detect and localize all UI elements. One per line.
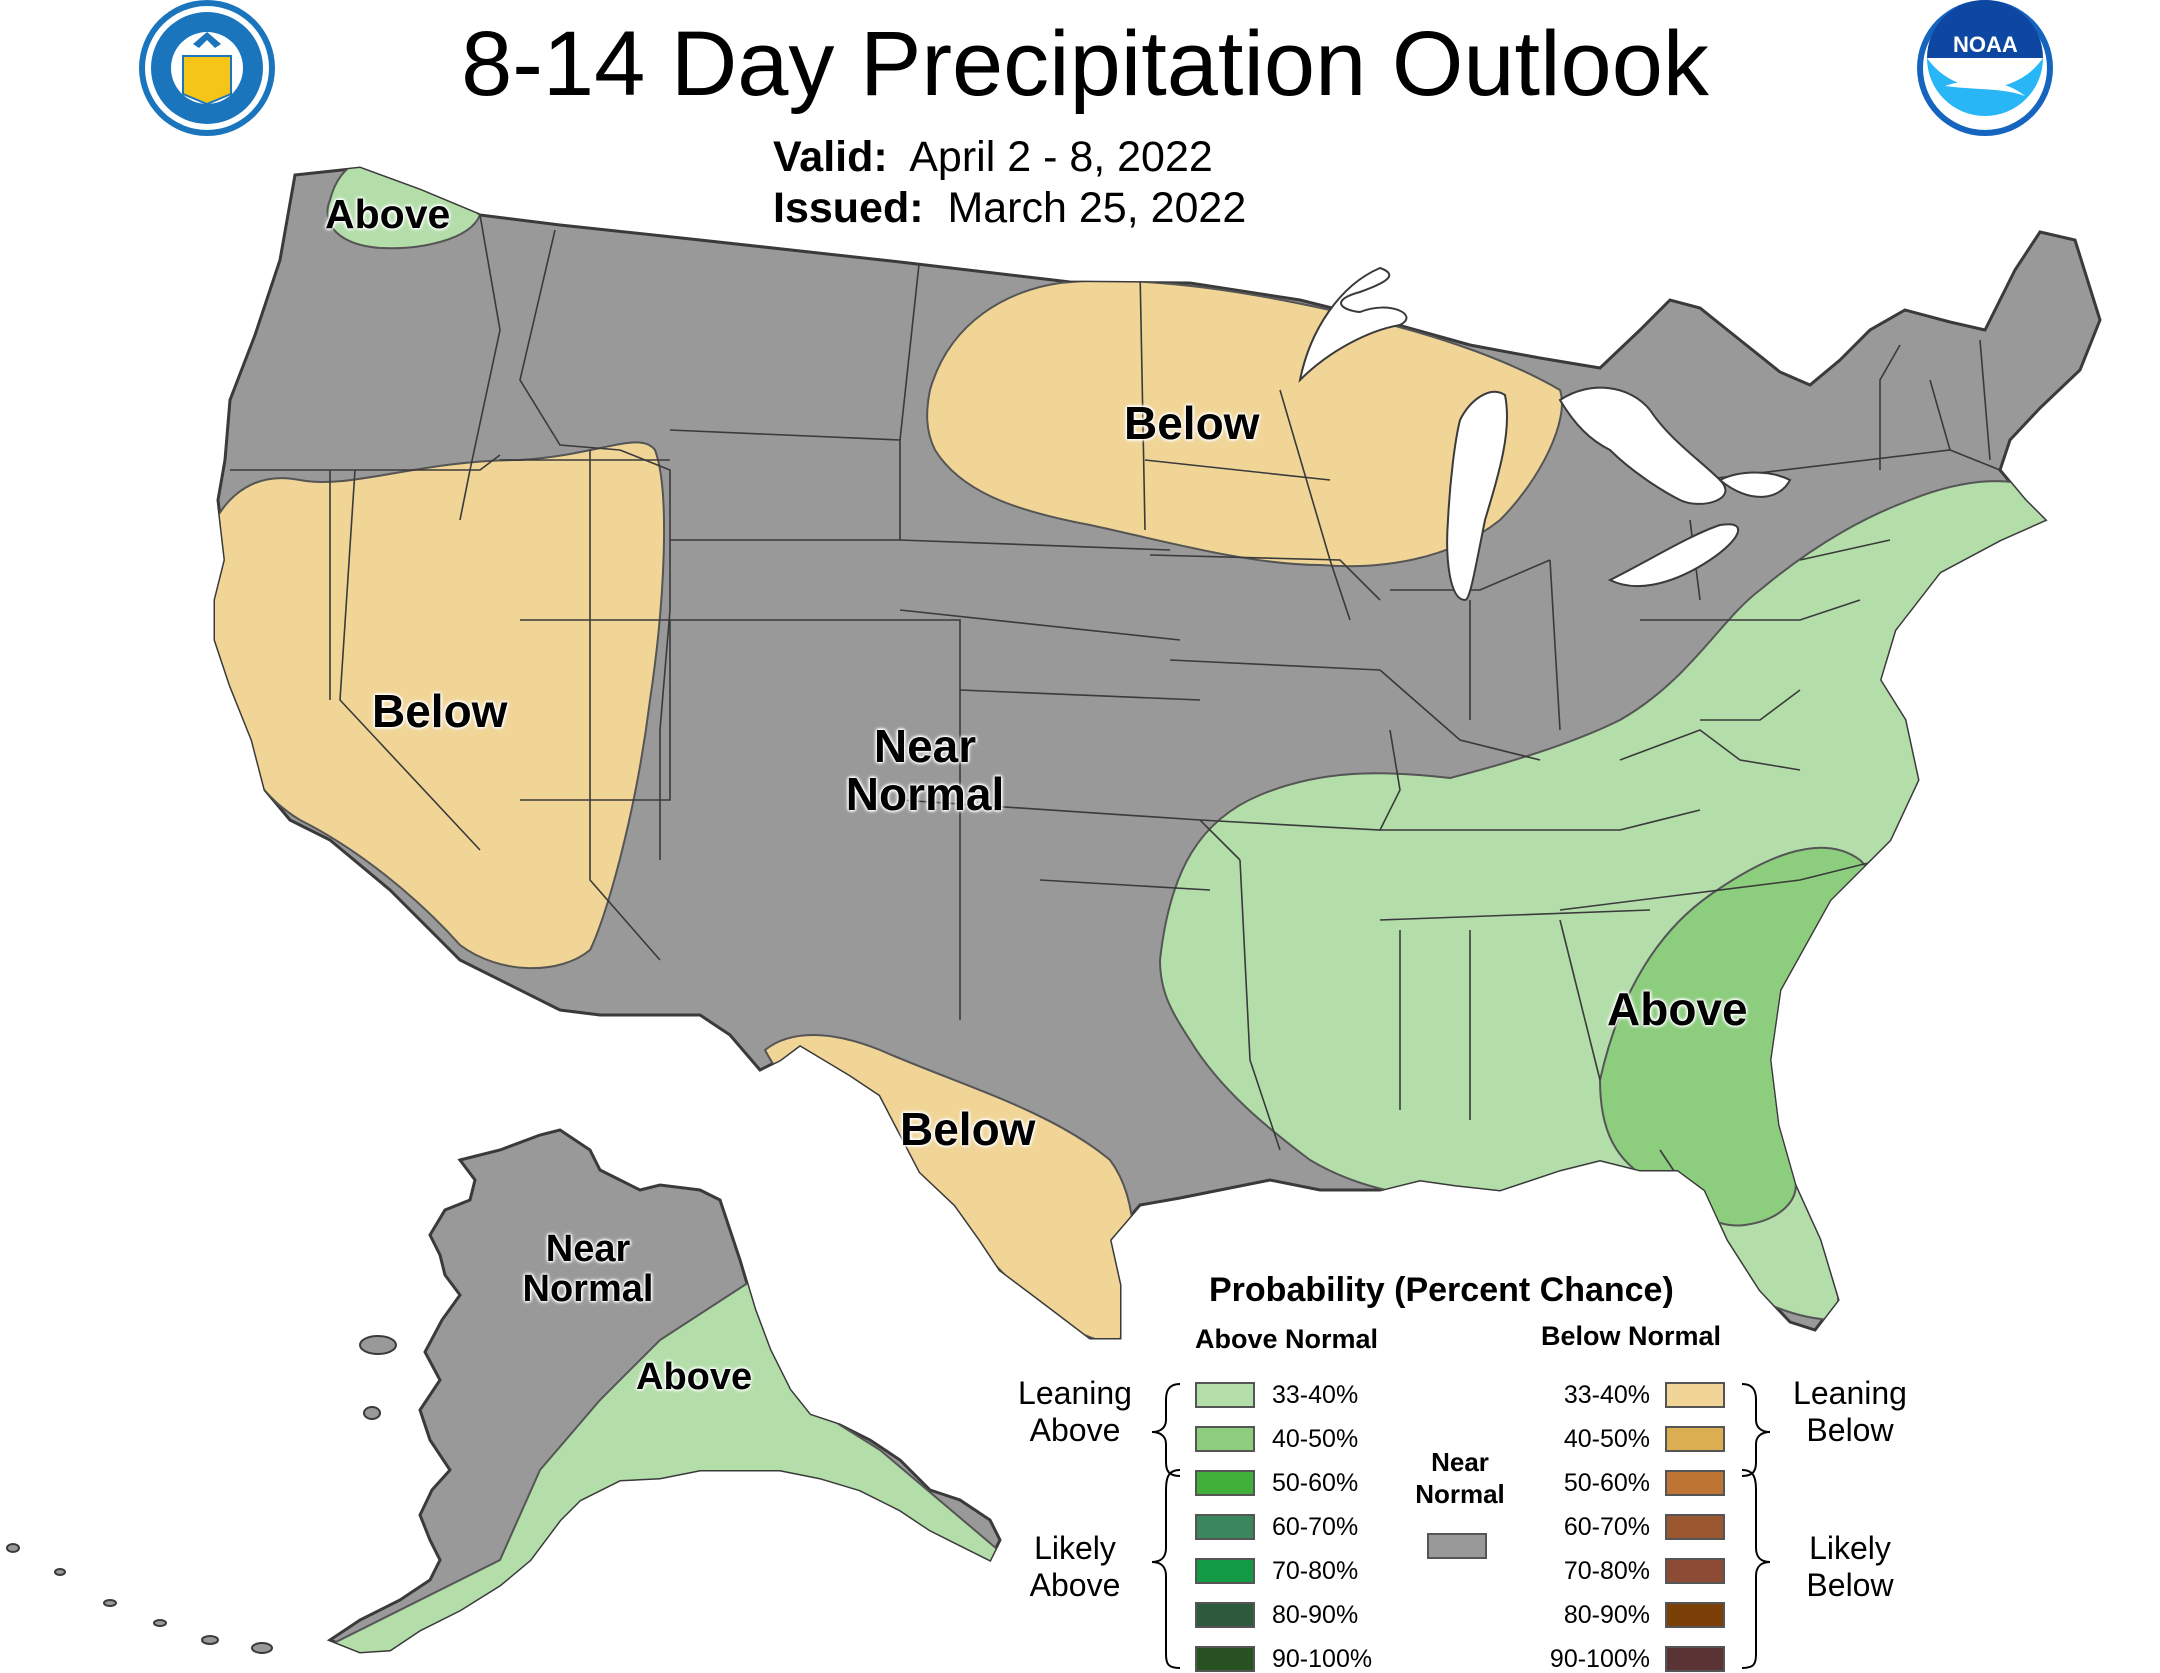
below-swatch-0 [1665,1382,1725,1408]
above-swatch-2 [1195,1470,1255,1496]
label-center-near-normal: Near Normal [845,720,1005,820]
issued-label: Issued: [773,184,924,232]
great-lakes [1298,266,1792,602]
legend-near-normal-swatch [1427,1533,1487,1559]
issued-date: March 25, 2022 [947,184,1247,232]
legend-below-header: Below Normal [1541,1321,1722,1351]
page-title: 8-14 Day Precipitation Outlook [461,13,1709,115]
legend-near-normal-label: Near Normal [1415,1447,1505,1509]
noaa-logo [1917,0,2053,136]
department-of-commerce-seal [139,0,275,136]
below-bin-label-6: 90-100% [1549,1645,1650,1673]
below-swatch-1 [1665,1426,1725,1452]
label-alaska-near-normal: Near Normal [522,1228,654,1310]
above-bin-label-1: 40-50% [1272,1425,1359,1453]
above-swatch-5 [1195,1602,1255,1628]
label-north-below: Below [1124,397,1260,449]
above-swatch-1 [1195,1426,1255,1452]
legend-title: Probability (Percent Chance) [1209,1271,1674,1309]
above-swatch-6 [1195,1646,1255,1672]
below-bin-label-1: 40-50% [1563,1425,1650,1453]
above-bin-label-6: 90-100% [1272,1645,1373,1673]
valid-line: Valid: April 2 - 8, 2022 [773,132,1213,182]
below-swatch-2 [1665,1470,1725,1496]
label-texas-below: Below [900,1103,1036,1155]
legend-likely-above: Likely Above [1029,1530,1121,1603]
state-borders [230,214,2001,1181]
below-bin-label-5: 80-90% [1563,1601,1650,1629]
below-swatch-3 [1665,1514,1725,1540]
label-alaska-above: Above [636,1356,753,1398]
below-bin-label-4: 70-80% [1563,1557,1650,1585]
below-swatch-5 [1665,1602,1725,1628]
above-bin-label-2: 50-60% [1272,1469,1359,1497]
above-swatch-3 [1195,1514,1255,1540]
legend-leaning-below: Leaning Below [1793,1375,1907,1448]
above-bin-label-3: 60-70% [1272,1513,1359,1541]
legend-above-header: Above Normal [1195,1324,1379,1354]
above-swatch-4 [1195,1558,1255,1584]
below-swatch-6 [1665,1646,1725,1672]
legend-likely-below: Likely Below [1806,1530,1894,1603]
valid-date: April 2 - 8, 2022 [909,133,1213,181]
label-wa-above: Above [325,191,451,237]
issued-line: Issued: March 25, 2022 [773,183,1246,233]
label-southeast-above: Above [1607,983,1748,1035]
region-great-basin-below [215,441,666,970]
below-bin-label-0: 33-40% [1563,1381,1650,1409]
above-bin-label-5: 80-90% [1272,1601,1359,1629]
alaska-islands [6,1335,397,1654]
label-great-basin-below: Below [372,685,508,737]
below-bin-label-3: 60-70% [1563,1513,1650,1541]
below-swatch-4 [1665,1558,1725,1584]
noaa-wordmark: NOAA [1953,32,2018,57]
valid-label: Valid: [773,133,888,181]
above-bin-label-0: 33-40% [1272,1381,1359,1409]
below-bin-label-2: 50-60% [1563,1469,1650,1497]
legend-leaning-above: Leaning Above [1018,1375,1132,1448]
above-swatch-0 [1195,1382,1255,1408]
above-bin-label-4: 70-80% [1272,1557,1359,1585]
